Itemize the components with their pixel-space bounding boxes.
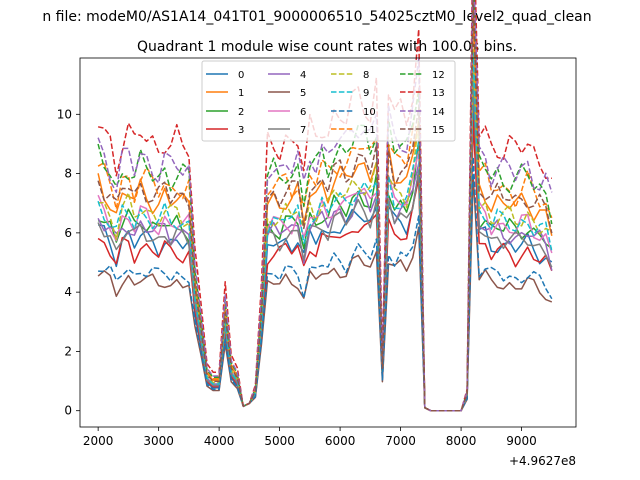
- legend-label-6: 6: [300, 107, 306, 118]
- legend-label-3: 3: [238, 125, 244, 136]
- legend-label-5: 5: [300, 88, 306, 99]
- y-tick-label: 2: [64, 344, 72, 358]
- legend-label-7: 7: [300, 125, 306, 136]
- x-tick-label: 3000: [143, 434, 174, 448]
- axes-frame: [79, 57, 577, 428]
- x-tick-label: 9000: [506, 434, 537, 448]
- x-tick-label: 2000: [83, 434, 114, 448]
- chart-title: Quadrant 1 module wise count rates with …: [137, 39, 517, 55]
- x-tick-label: 7000: [385, 434, 416, 448]
- legend-label-15: 15: [432, 125, 445, 136]
- y-tick-label: 10: [57, 107, 72, 121]
- legend-frame: [201, 60, 456, 142]
- series-line-5: [97, 175, 553, 412]
- x-axis-ticks: 2000 3000 4000 5000 6000 7000 8000 9000: [83, 427, 537, 448]
- legend-label-9: 9: [363, 88, 369, 99]
- y-tick-label: 6: [64, 226, 72, 240]
- legend-label-4: 4: [300, 70, 306, 81]
- legend-label-1: 1: [238, 88, 244, 99]
- legend-label-10: 10: [363, 107, 376, 118]
- series-line-14: [97, 0, 553, 412]
- legend-label-14: 14: [432, 107, 445, 118]
- x-tick-label: 6000: [325, 434, 356, 448]
- legend-label-8: 8: [363, 70, 369, 81]
- x-tick-label: 5000: [264, 434, 295, 448]
- series-line-10: [98, 156, 553, 412]
- series-line-8: [98, 48, 553, 412]
- legend-label-2: 2: [238, 107, 244, 118]
- x-tick-label: 4000: [204, 434, 235, 448]
- legend-label-11: 11: [363, 125, 376, 136]
- legend-label-12: 12: [432, 70, 445, 81]
- y-axis-ticks: 0 2 4 6 8 10: [57, 107, 80, 418]
- legend-label-13: 13: [432, 88, 445, 99]
- x-axis-offset-label: +4.9627e8: [509, 454, 576, 468]
- series-line-9: [97, 52, 553, 412]
- y-tick-label: 8: [64, 167, 72, 181]
- series-line-15: [97, 0, 553, 412]
- series-layer: [97, 0, 553, 412]
- chart-suptitle: n file: modeM0/AS1A14_041T01_9000006510_…: [42, 9, 591, 25]
- legend-label-0: 0: [238, 70, 244, 81]
- y-tick-label: 4: [64, 285, 72, 299]
- x-tick-label: 8000: [446, 434, 477, 448]
- series-line-7: [97, 75, 553, 412]
- y-tick-label: 0: [64, 404, 72, 418]
